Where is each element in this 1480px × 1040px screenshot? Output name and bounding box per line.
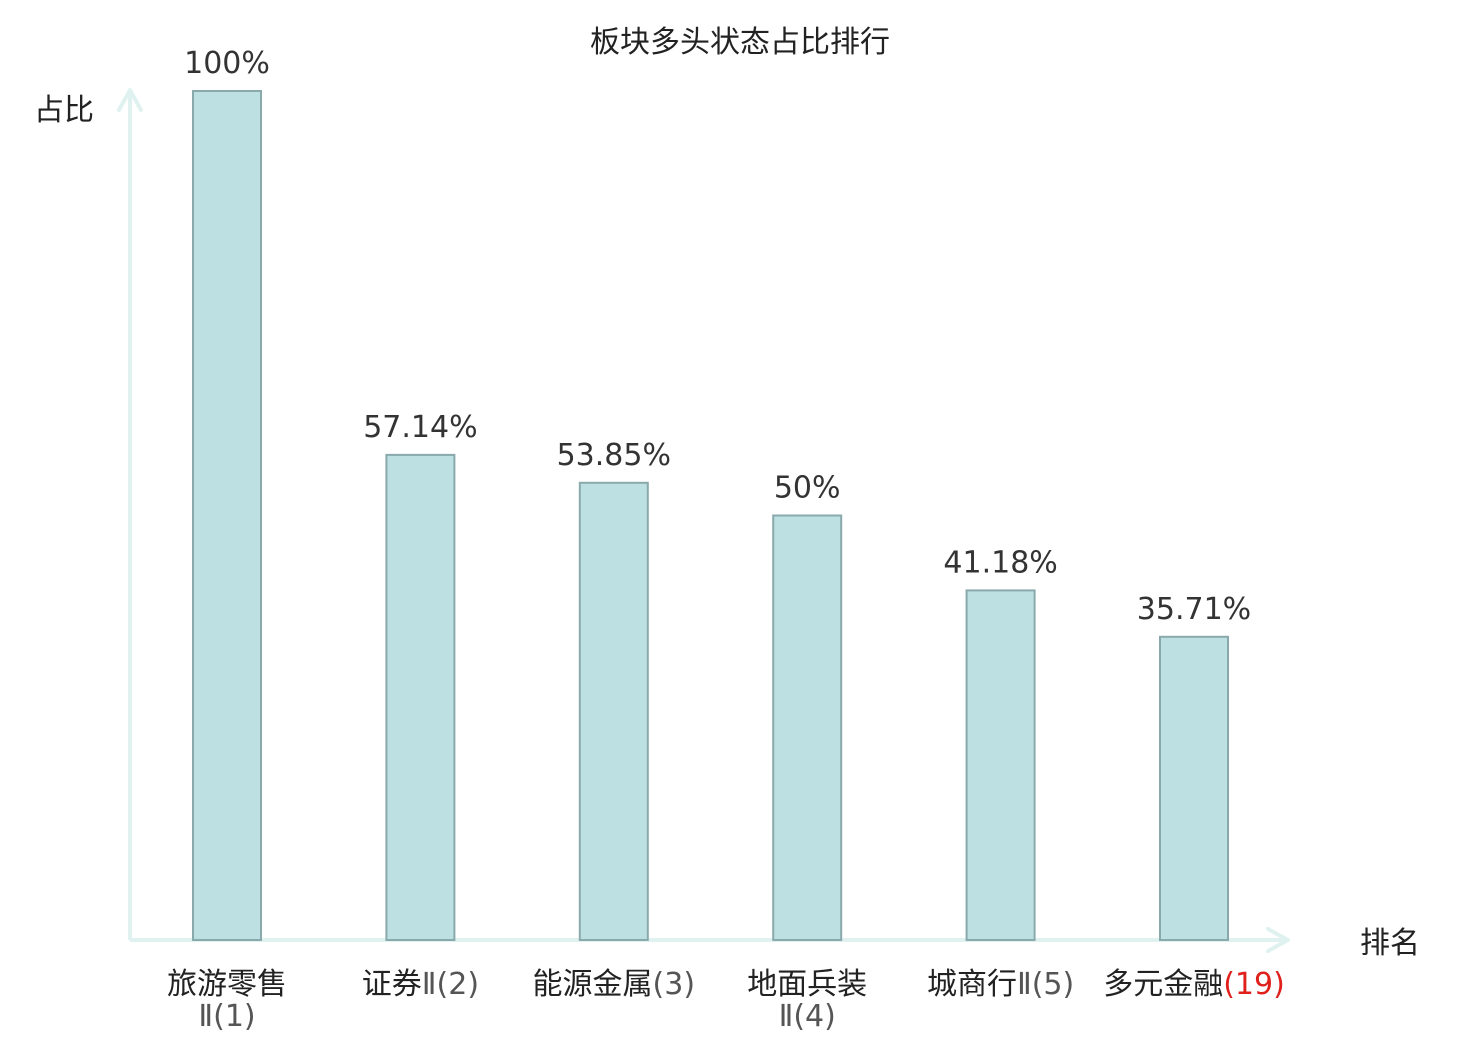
category-label: 能源金属(3)	[533, 967, 696, 1002]
category-rank: Ⅱ(4)	[779, 999, 836, 1034]
y-axis-arrow	[117, 88, 143, 112]
category-label: 城商行Ⅱ(5)	[927, 967, 1074, 1002]
bars	[192, 90, 1229, 942]
category-rank: (3)	[653, 967, 696, 1002]
category-name: 能源金属	[533, 967, 653, 1002]
value-label: 41.18%	[943, 545, 1057, 580]
category-label: 旅游零售	[167, 967, 287, 1002]
category-rank: Ⅱ(1)	[198, 999, 255, 1034]
x-axis-label: 排名	[1360, 926, 1420, 961]
bar	[1159, 635, 1229, 941]
bar	[578, 481, 649, 941]
value-label: 50%	[774, 471, 841, 506]
bar	[192, 90, 262, 941]
value-label: 57.14%	[363, 410, 477, 445]
category-label: 地面兵装	[747, 967, 867, 1002]
x-axis-arrow	[1266, 927, 1290, 953]
category-name: 多元金融	[1103, 967, 1223, 1002]
chart-title: 板块多头状态占比排行	[590, 25, 890, 60]
category-label: 证券Ⅱ(2)	[362, 967, 479, 1002]
category-rank: Ⅱ(5)	[1017, 967, 1074, 1002]
bar	[772, 514, 843, 941]
value-label: 53.85%	[557, 438, 671, 473]
bar	[385, 453, 456, 941]
bar	[965, 589, 1036, 942]
value-label: 100%	[184, 46, 270, 81]
category-label: 多元金融(19)	[1103, 967, 1285, 1002]
category-rank: (19)	[1223, 967, 1285, 1002]
axes	[117, 88, 1290, 953]
value-labels: 100% 57.14% 53.85% 50% 41.18% 35.71%	[184, 46, 1251, 627]
category-rank: Ⅱ(2)	[422, 967, 479, 1002]
category-name: 证券	[362, 967, 422, 1002]
value-label: 35.71%	[1137, 592, 1251, 627]
y-axis-label: 占比	[34, 93, 94, 128]
category-name: 城商行	[927, 967, 1017, 1002]
